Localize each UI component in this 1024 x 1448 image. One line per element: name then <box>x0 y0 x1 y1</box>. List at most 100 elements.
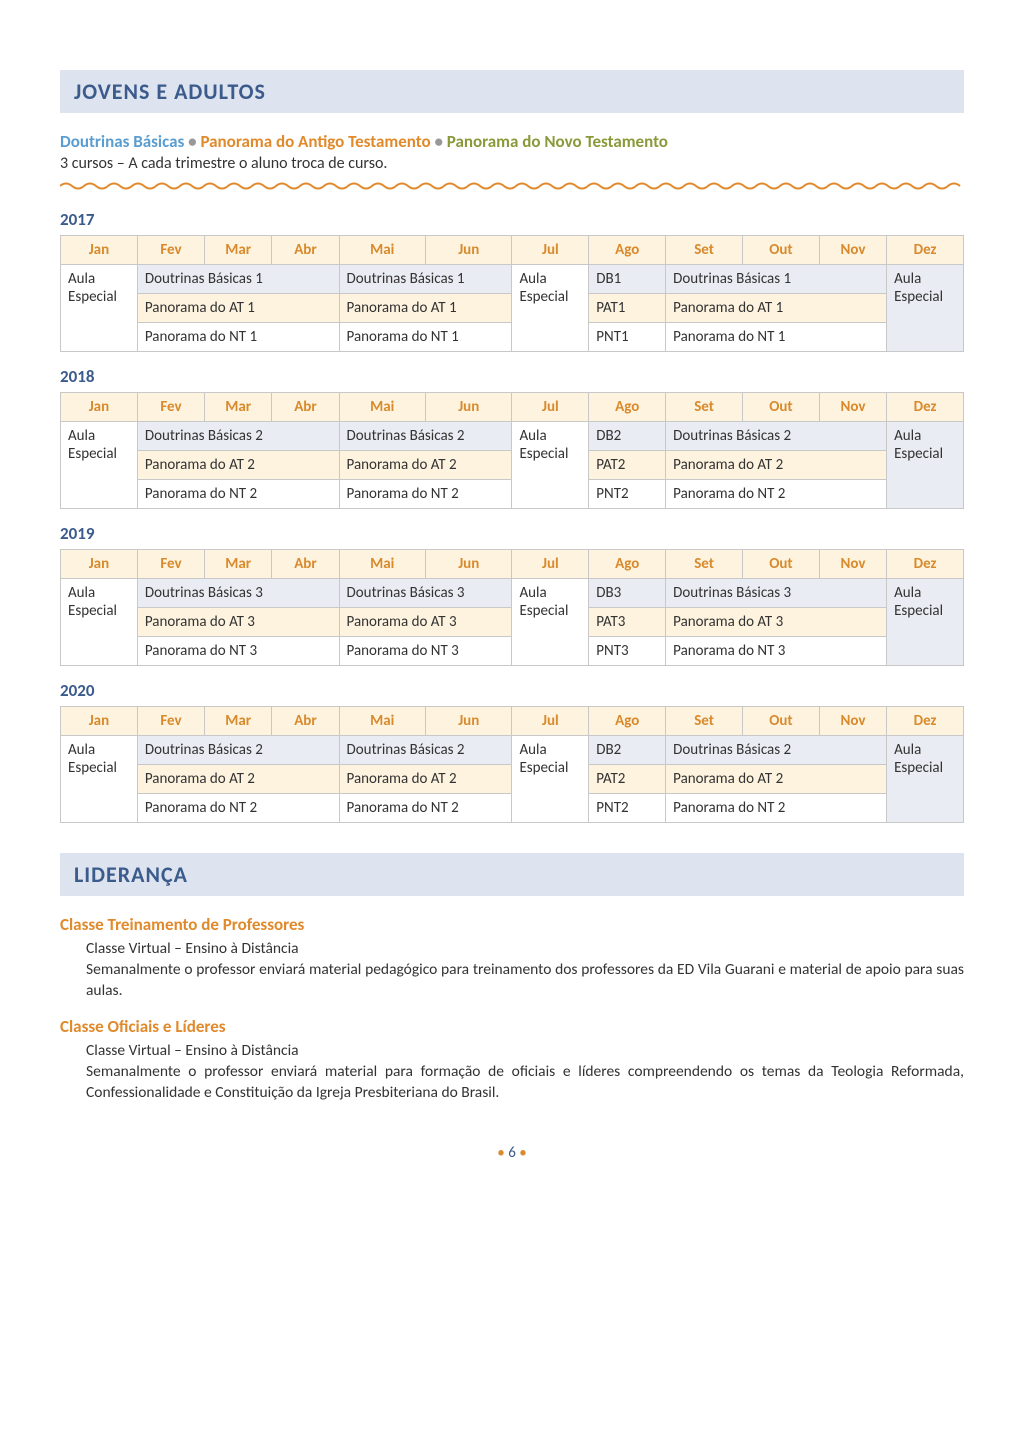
month-header: Fev <box>137 236 204 265</box>
month-header: Set <box>666 393 743 422</box>
cell-jul: Aula Especial <box>512 265 589 352</box>
month-header: Set <box>666 236 743 265</box>
cell-dez: Aula Especial <box>887 579 964 666</box>
years-container: 2017JanFevMarAbrMaiJunJulAgoSetOutNovDez… <box>60 209 964 823</box>
page-number-value: 6 <box>508 1144 516 1162</box>
cell-q4: Doutrinas Básicas 2 <box>666 422 887 451</box>
cell-ago: PNT1 <box>589 323 666 352</box>
month-header: Fev <box>137 550 204 579</box>
month-header: Set <box>666 707 743 736</box>
cell-ago: DB1 <box>589 265 666 294</box>
cell-ago: PAT2 <box>589 765 666 794</box>
month-header: Abr <box>272 707 339 736</box>
separator: • <box>434 131 442 152</box>
cell-q2: Doutrinas Básicas 3 <box>339 579 512 608</box>
cell-q1: Panorama do AT 1 <box>137 294 339 323</box>
year-label: 2018 <box>60 366 964 387</box>
cell-q2: Doutrinas Básicas 2 <box>339 736 512 765</box>
month-header: Dez <box>887 393 964 422</box>
cell-q2: Panorama do NT 1 <box>339 323 512 352</box>
cell-ago: PNT3 <box>589 637 666 666</box>
section-header-jovens: JOVENS E ADULTOS <box>60 70 964 113</box>
cell-ago: PNT2 <box>589 480 666 509</box>
lideranca-body-text: Semanalmente o professor enviará materia… <box>86 960 964 1002</box>
year-label: 2017 <box>60 209 964 230</box>
month-header: Nov <box>819 550 886 579</box>
cell-q4: Panorama do AT 2 <box>666 451 887 480</box>
cell-q4: Panorama do NT 2 <box>666 480 887 509</box>
lideranca-line1: Classe Virtual – Ensino à Distância <box>86 939 964 960</box>
cell-q4: Panorama do AT 2 <box>666 765 887 794</box>
month-header: Ago <box>589 707 666 736</box>
month-header: Mai <box>339 393 425 422</box>
cell-jan: Aula Especial <box>61 422 138 509</box>
month-header: Ago <box>589 393 666 422</box>
cell-q1: Doutrinas Básicas 2 <box>137 422 339 451</box>
cell-jul: Aula Especial <box>512 579 589 666</box>
cell-dez: Aula Especial <box>887 736 964 823</box>
schedule-table: JanFevMarAbrMaiJunJulAgoSetOutNovDezAula… <box>60 392 964 509</box>
cell-q1: Panorama do AT 2 <box>137 765 339 794</box>
cell-q1: Panorama do NT 3 <box>137 637 339 666</box>
cell-q2: Panorama do NT 3 <box>339 637 512 666</box>
cell-dez: Aula Especial <box>887 422 964 509</box>
cell-q2: Doutrinas Básicas 2 <box>339 422 512 451</box>
cell-jan: Aula Especial <box>61 736 138 823</box>
month-header: Jun <box>426 707 512 736</box>
cell-ago: PNT2 <box>589 794 666 823</box>
cell-q1: Doutrinas Básicas 1 <box>137 265 339 294</box>
lideranca-subheading: Classe Oficiais e Líderes <box>60 1016 964 1037</box>
cell-q1: Panorama do NT 2 <box>137 794 339 823</box>
course-1: Doutrinas Básicas <box>60 131 184 152</box>
lideranca-body: Classe Treinamento de ProfessoresClasse … <box>60 914 964 1104</box>
month-header: Jun <box>426 550 512 579</box>
cell-q2: Panorama do NT 2 <box>339 794 512 823</box>
schedule-table: JanFevMarAbrMaiJunJulAgoSetOutNovDezAula… <box>60 235 964 352</box>
month-header: Mai <box>339 707 425 736</box>
month-header: Out <box>742 236 819 265</box>
month-header: Nov <box>819 236 886 265</box>
month-header: Out <box>742 707 819 736</box>
schedule-table: JanFevMarAbrMaiJunJulAgoSetOutNovDezAula… <box>60 549 964 666</box>
month-header: Mar <box>205 550 272 579</box>
month-header: Ago <box>589 236 666 265</box>
month-header: Mar <box>205 236 272 265</box>
month-header: Abr <box>272 393 339 422</box>
section-title: JOVENS E ADULTOS <box>74 78 950 105</box>
table-row: Aula EspecialDoutrinas Básicas 2Doutrina… <box>61 736 964 765</box>
cell-jan: Aula Especial <box>61 265 138 352</box>
course-line: Doutrinas Básicas • Panorama do Antigo T… <box>60 131 964 152</box>
cell-ago: PAT3 <box>589 608 666 637</box>
month-header: Set <box>666 550 743 579</box>
month-header: Jan <box>61 550 138 579</box>
month-header: Jan <box>61 393 138 422</box>
subtitle: 3 cursos – A cada trimestre o aluno troc… <box>60 154 964 173</box>
cell-ago: PAT2 <box>589 451 666 480</box>
lideranca-body-text: Semanalmente o professor enviará materia… <box>86 1062 964 1104</box>
month-header: Out <box>742 550 819 579</box>
lideranca-line1: Classe Virtual – Ensino à Distância <box>86 1041 964 1062</box>
cell-q2: Doutrinas Básicas 1 <box>339 265 512 294</box>
month-header: Dez <box>887 550 964 579</box>
cell-q4: Panorama do AT 3 <box>666 608 887 637</box>
month-header: Jan <box>61 236 138 265</box>
month-header: Dez <box>887 707 964 736</box>
cell-q1: Panorama do AT 2 <box>137 451 339 480</box>
cell-dez: Aula Especial <box>887 265 964 352</box>
schedule-table: JanFevMarAbrMaiJunJulAgoSetOutNovDezAula… <box>60 706 964 823</box>
table-row: Aula EspecialDoutrinas Básicas 2Doutrina… <box>61 422 964 451</box>
bullet-icon: • <box>497 1144 504 1162</box>
cell-jul: Aula Especial <box>512 736 589 823</box>
lideranca-section: LIDERANÇA Classe Treinamento de Professo… <box>60 853 964 1104</box>
lideranca-text: Classe Virtual – Ensino à DistânciaSeman… <box>86 1041 964 1104</box>
year-label: 2020 <box>60 680 964 701</box>
month-header: Mai <box>339 550 425 579</box>
year-label: 2019 <box>60 523 964 544</box>
month-header: Ago <box>589 550 666 579</box>
bullet-icon: • <box>519 1144 526 1162</box>
cell-q2: Panorama do AT 2 <box>339 451 512 480</box>
cell-ago: DB3 <box>589 579 666 608</box>
month-header: Jul <box>512 707 589 736</box>
month-header: Abr <box>272 236 339 265</box>
month-header: Jan <box>61 707 138 736</box>
